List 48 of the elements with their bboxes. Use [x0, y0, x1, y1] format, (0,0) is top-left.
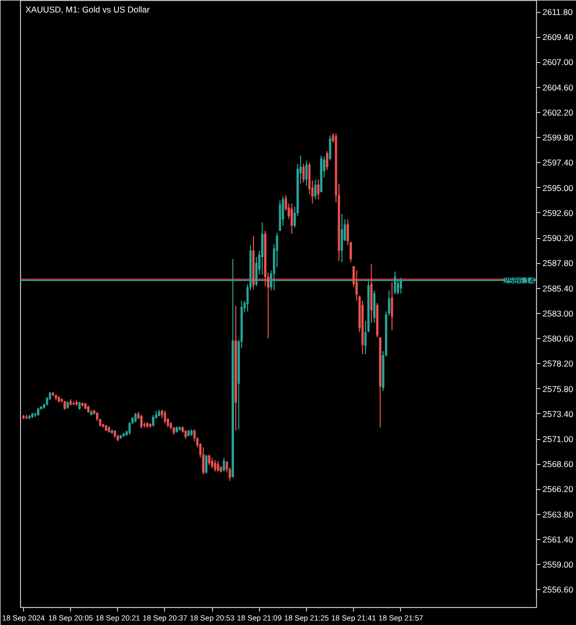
candlestick [317, 178, 320, 200]
y-tick-label: 2595.00 [542, 182, 574, 193]
y-tick-label: 2573.40 [542, 408, 574, 419]
candlestick [140, 414, 143, 430]
y-tick-label: 2597.40 [542, 158, 574, 168]
y-tick-label: 2566.20 [542, 484, 574, 494]
candlestick [152, 414, 154, 427]
candlestick [211, 457, 214, 469]
y-tick-label: 2578.20 [542, 358, 574, 369]
candlestick [261, 222, 264, 276]
candlestick [205, 454, 208, 474]
candlestick [302, 163, 305, 184]
y-tick-label: 2563.80 [542, 509, 574, 520]
y-tick-label: 2590.20 [542, 233, 574, 244]
y-tick-label: 2587.80 [542, 258, 574, 268]
candlestick [128, 422, 131, 436]
y-tick-label: 2585.40 [542, 283, 574, 294]
y-tick-label: 2599.80 [542, 132, 574, 143]
y-tick-label: 2568.60 [542, 459, 574, 470]
y-tick-label: 2575.80 [542, 384, 574, 394]
y-tick-label: 2609.40 [542, 32, 574, 42]
y-tick-label: 2571.00 [542, 434, 574, 444]
candlestick [340, 213, 344, 263]
y-tick-label: 2592.60 [542, 208, 574, 218]
y-tick-label: 2561.40 [542, 534, 574, 544]
candlestick [214, 459, 216, 472]
y-tick-label: 2580.60 [542, 334, 574, 344]
y-tick-label: 2559.00 [542, 560, 574, 570]
ref-line-label: 2586.14 [504, 276, 535, 286]
candlestick [208, 454, 210, 466]
y-tick-label: 2583.00 [542, 308, 574, 318]
y-tick-label: 2611.80 [542, 7, 573, 18]
candlestick [305, 160, 308, 186]
candlestick [134, 412, 137, 423]
y-tick-label: 2602.20 [542, 107, 574, 118]
text: XAUUSD, M1: Gold vs US Dollar [26, 4, 150, 14]
y-tick-label: 2607.00 [542, 57, 574, 68]
candlestick [202, 446, 204, 476]
candlestick [314, 178, 316, 200]
candlestick [326, 150, 328, 171]
candlestick [290, 203, 293, 234]
y-tick-label: 2556.60 [542, 584, 574, 595]
candlestick [193, 429, 196, 442]
candlestick [328, 135, 332, 162]
candlestick [164, 410, 166, 424]
candlestick [222, 457, 226, 472]
y-tick-label: 2604.60 [542, 82, 574, 92]
candlestick [216, 460, 220, 472]
